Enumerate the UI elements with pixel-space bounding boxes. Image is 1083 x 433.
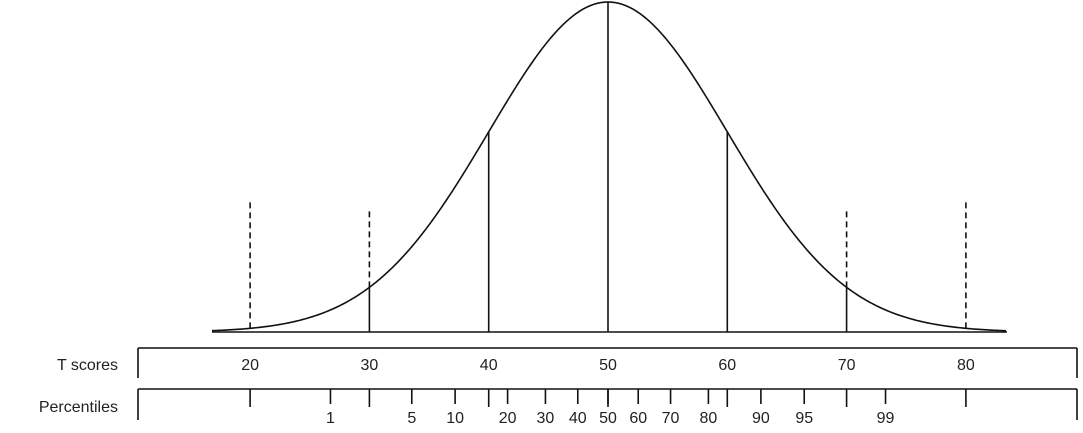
percentile-label: 70 (662, 410, 680, 427)
percentile-label: 10 (446, 410, 464, 427)
percentile-label: 60 (629, 410, 647, 427)
percentile-label: 1 (326, 410, 335, 427)
percentile-label: 50 (599, 410, 617, 427)
percentile-label: 5 (407, 410, 416, 427)
t-score-label: 50 (599, 357, 617, 374)
percentile-label: 30 (537, 410, 555, 427)
t-score-label: 20 (241, 357, 259, 374)
t-score-label: 60 (718, 357, 736, 374)
percentile-label: 95 (795, 410, 813, 427)
percentile-label: 40 (569, 410, 587, 427)
t-scores-label: T scores (57, 357, 118, 374)
percentile-label: 20 (499, 410, 517, 427)
t-score-label: 30 (361, 357, 379, 374)
percentiles-label: Percentiles (39, 399, 118, 416)
t-score-label: 40 (480, 357, 498, 374)
percentile-label: 99 (877, 410, 895, 427)
t-score-label: 70 (838, 357, 856, 374)
t-score-label: 80 (957, 357, 975, 374)
normal-curve (211, 1, 1007, 332)
percentile-label: 90 (752, 410, 770, 427)
percentile-label: 80 (700, 410, 718, 427)
